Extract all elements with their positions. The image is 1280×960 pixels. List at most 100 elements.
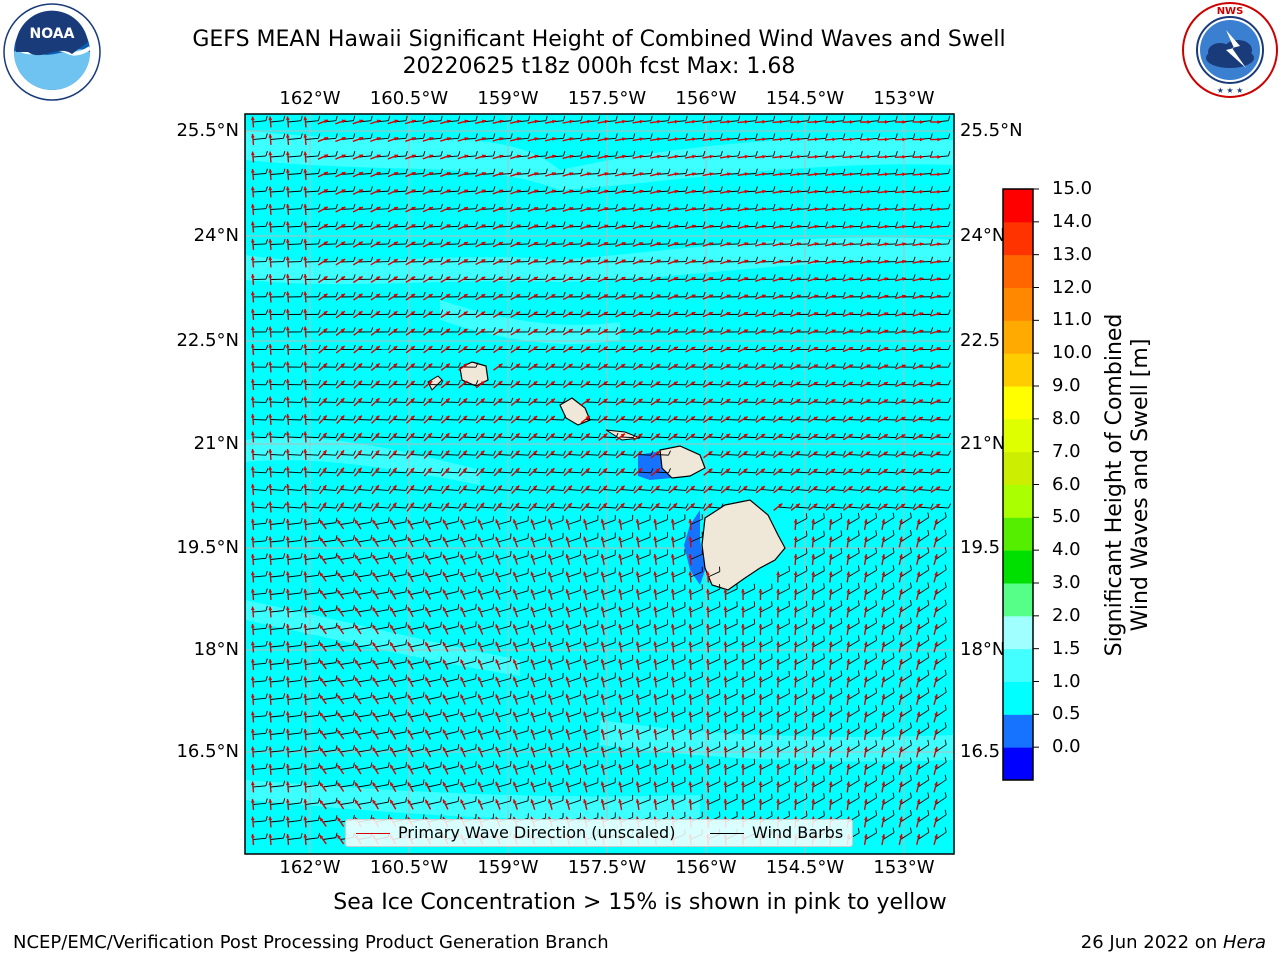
wind-barb-feather [825, 397, 829, 403]
wind-barb-feather [913, 362, 916, 368]
wind-barb [410, 696, 424, 700]
wind-barb [550, 572, 564, 578]
wind-barb-feather [615, 380, 619, 385]
wave-arrowhead [586, 224, 591, 229]
wave-arrowhead [726, 294, 731, 299]
wind-barb-feather [650, 256, 654, 262]
wind-barb-feather [685, 203, 688, 209]
wind-barb-feather [840, 618, 843, 624]
wind-barb [532, 730, 546, 735]
wave-arrowhead [918, 434, 923, 438]
wind-barb-feather [738, 397, 741, 403]
wave-arrowhead [727, 172, 731, 177]
wave-arrowhead [831, 399, 836, 403]
wave-arrowhead [832, 224, 836, 229]
wind-barb-feather [282, 605, 286, 611]
wave-arrowhead [481, 206, 486, 211]
wind-barb [917, 506, 931, 509]
wind-barb-feather [913, 168, 916, 174]
wind-barb-feather [563, 115, 566, 121]
wave-arrowhead [603, 416, 608, 420]
wind-barb-feather [857, 600, 860, 606]
wind-barb-feather [703, 291, 706, 297]
wind-barb-feather [843, 380, 846, 385]
wind-barb-feather [650, 309, 654, 315]
wave-arrowhead [550, 416, 555, 420]
wind-barb-feather [808, 415, 811, 421]
wind-barb [585, 454, 599, 456]
wind-barb [655, 606, 668, 613]
wave-arrowhead [673, 364, 678, 368]
wind-barb-feather [930, 485, 934, 491]
wind-barb-feather [857, 827, 860, 833]
wave-arrowhead [901, 329, 906, 334]
wind-barb-feather [265, 362, 269, 368]
wind-barb [532, 520, 546, 525]
wind-barb [532, 747, 546, 753]
wind-barb-feather [300, 450, 304, 456]
wind-barb-feather [335, 380, 339, 385]
wind-barb-feather [457, 673, 460, 680]
wind-barb-feather [823, 583, 825, 589]
wind-barb-feather [370, 503, 374, 509]
wind-barb [847, 587, 860, 595]
wind-barb [637, 659, 651, 665]
wind-barb-feather [738, 415, 741, 421]
wave-arrowhead [919, 154, 924, 159]
wind-barb [865, 657, 877, 665]
wind-barb-feather [788, 565, 790, 572]
wind-barb-feather [738, 362, 741, 368]
wind-barb [917, 744, 930, 753]
wind-barb [830, 471, 844, 474]
wind-barb-feather [440, 450, 444, 456]
wind-barb-feather [265, 239, 269, 245]
wind-barb [620, 729, 633, 735]
wave-arrowhead [604, 189, 609, 194]
wind-barb [357, 784, 371, 788]
wind-barb [305, 173, 319, 175]
wind-barb-feather [387, 587, 390, 593]
wind-barb-feather [580, 239, 584, 245]
wind-barb-feather [892, 792, 895, 798]
wave-arrowhead [621, 207, 626, 211]
wind-barb-feather [370, 692, 373, 698]
wind-barb-feather [580, 485, 584, 491]
wind-barb [777, 763, 790, 770]
wind-barb-feather [283, 221, 286, 227]
wind-barb-feather [528, 503, 532, 509]
wind-barb [305, 697, 319, 700]
wind-barb [795, 675, 808, 683]
wind-barb [847, 471, 862, 474]
wave-arrowhead [656, 207, 661, 211]
wind-barb-feather [352, 762, 355, 768]
wind-barb [305, 506, 319, 509]
wind-barb-feather [335, 344, 339, 350]
wave-arrowhead [866, 469, 871, 473]
wave-arrowhead [761, 416, 766, 421]
wind-barb [865, 419, 879, 421]
wind-barb [392, 609, 406, 613]
wind-barb-feather [440, 674, 442, 680]
wave-arrowhead [604, 154, 609, 159]
wind-barb [515, 642, 529, 648]
wind-barb-feather [282, 640, 286, 646]
wave-arrowhead [796, 451, 801, 456]
wind-barb [480, 573, 494, 578]
wind-barb [620, 641, 633, 648]
wave-arrowhead [656, 242, 661, 246]
wind-barb-feather [282, 710, 286, 716]
wind-barb-feather [598, 274, 601, 280]
wave-arrowhead [568, 381, 573, 385]
wind-barb [305, 454, 319, 456]
wind-barb-feather [790, 485, 794, 491]
wind-barb [480, 608, 494, 613]
wave-arrowhead [323, 241, 328, 246]
wind-barb-feather [528, 450, 531, 456]
wind-barb-feather [944, 722, 947, 728]
wind-barb-feather [823, 565, 825, 571]
wind-barb [742, 728, 755, 735]
wind-barb-feather [510, 327, 514, 333]
wind-barb-feather [405, 397, 409, 403]
wind-barb-feather [878, 274, 881, 280]
wind-barb [270, 208, 284, 210]
